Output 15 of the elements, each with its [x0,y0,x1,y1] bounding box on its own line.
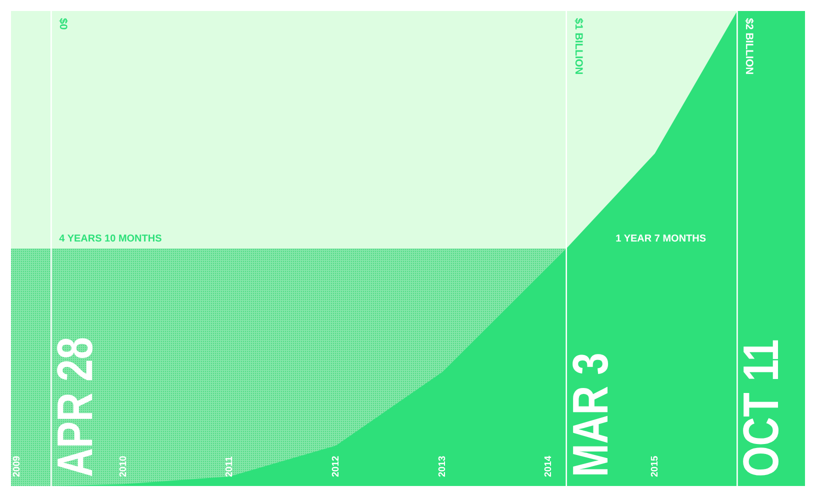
x-tick-label: 2009 [12,456,23,477]
x-tick-label: 2010 [118,456,129,477]
x-tick-label: 2014 [543,455,554,477]
annotation: APR 28 [46,336,104,477]
ref-line-label: $1 BILLION [572,18,584,75]
annotation: 4 YEARS 10 MONTHS [59,234,162,244]
x-tick-label: 2012 [330,456,342,477]
x-tick-label: 2011 [224,456,236,477]
ref-line-label: $2 BILLION [743,18,756,75]
x-tick-label: 2015 [649,455,660,477]
ref-line-label: $0 [57,18,70,30]
annotation: OCT 11 [732,339,790,477]
annotation: 1 YEAR 7 MONTHS [616,234,706,244]
x-tick-label: 2013 [436,456,448,477]
annotation: MAR 3 [562,352,618,477]
